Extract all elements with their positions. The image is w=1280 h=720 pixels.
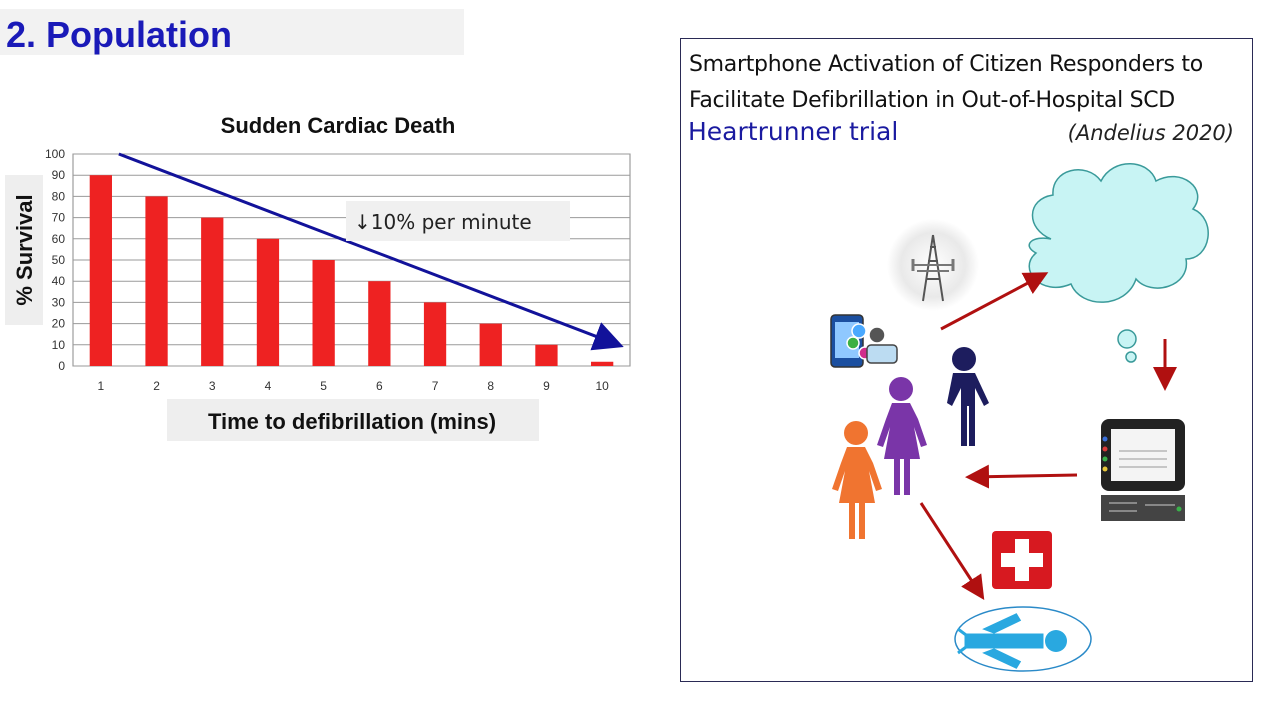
- bar: [479, 323, 502, 366]
- x-tick-label: 8: [487, 379, 494, 393]
- bar: [201, 217, 224, 366]
- patient-icon: [954, 606, 1092, 672]
- trend-arrow: [118, 152, 624, 351]
- chart-title: Sudden Cardiac Death: [221, 113, 456, 138]
- smartphone-icon: [830, 314, 898, 368]
- x-tick-label: 9: [543, 379, 550, 393]
- flow-arrows: [919, 272, 1177, 601]
- y-tick-label: 100: [45, 147, 65, 161]
- arrow-to-responders: [965, 464, 1078, 489]
- x-tick-labels: 1 2 3 4 5 6 7 8 9 10: [98, 379, 610, 393]
- x-tick-label: 5: [320, 379, 327, 393]
- bar: [256, 238, 280, 366]
- arrow-to-patient: [919, 502, 985, 601]
- y-tick-label: 10: [52, 338, 66, 352]
- bar: [535, 344, 558, 366]
- x-tick-label: 6: [376, 379, 383, 393]
- y-tick-label: 0: [58, 359, 65, 373]
- annotation-text: ↓10% per minute: [354, 210, 532, 234]
- panel-title-line1: Smartphone Activation of Citizen Respond…: [689, 52, 1203, 77]
- x-axis-label: Time to defibrillation (mins): [208, 409, 496, 434]
- y-axis-label: % Survival: [12, 194, 37, 305]
- x-tick-label: 10: [595, 379, 609, 393]
- trend-line: [118, 152, 624, 351]
- person-icon: [947, 347, 989, 446]
- y-tick-label: 30: [52, 295, 66, 309]
- y-tick-label: 80: [52, 189, 66, 203]
- annotation-box: [346, 201, 570, 241]
- heartrunner-diagram: [830, 163, 1209, 672]
- bar: [312, 260, 335, 366]
- ylabel-box: [5, 175, 43, 325]
- slide-title-bar: 2. Population: [0, 9, 464, 55]
- panel-citation: (Andelius 2020): [1067, 121, 1234, 145]
- x-tick-label: 7: [432, 379, 439, 393]
- y-tick-label: 90: [52, 168, 66, 182]
- heartrunner-panel: Smartphone Activation of Citizen Respond…: [680, 38, 1253, 682]
- y-tick-label: 70: [52, 211, 66, 225]
- x-tick-label: 4: [265, 379, 272, 393]
- bar: [591, 361, 614, 366]
- cell-tower-icon: [887, 219, 979, 311]
- y-tick-labels: 0 10 20 30 40 50 60 70 80 90 100: [45, 147, 65, 373]
- bar: [423, 302, 447, 366]
- survival-chart: Sudden Cardiac Death 0102030405060708090…: [5, 113, 631, 441]
- panel-subtitle: Heartrunner trial: [688, 117, 899, 146]
- slide-title: 2. Population: [6, 14, 233, 55]
- bars: [89, 175, 614, 366]
- first-aid-icon: [992, 531, 1052, 589]
- computer-icon: [1101, 419, 1185, 521]
- y-tick-label: 50: [52, 253, 66, 267]
- y-tick-label: 60: [52, 232, 66, 246]
- panel-title-line2: Facilitate Defibrillation in Out-of-Hosp…: [689, 88, 1175, 113]
- bar: [145, 196, 168, 366]
- bar: [368, 281, 391, 366]
- panel-title: Smartphone Activation of Citizen Respond…: [689, 47, 1249, 119]
- y-tick-label: 20: [52, 317, 66, 331]
- arrow-to-cloud: [940, 272, 1049, 331]
- x-tick-label: 2: [153, 379, 160, 393]
- x-tick-label: 3: [209, 379, 216, 393]
- x-tick-label: 1: [98, 379, 105, 393]
- xlabel-box: [167, 399, 539, 441]
- thought-cloud-icon: [1028, 163, 1209, 363]
- person-icon: [877, 377, 927, 495]
- person-icon: [832, 421, 882, 539]
- y-tick-label: 40: [52, 274, 66, 288]
- bar: [89, 175, 112, 366]
